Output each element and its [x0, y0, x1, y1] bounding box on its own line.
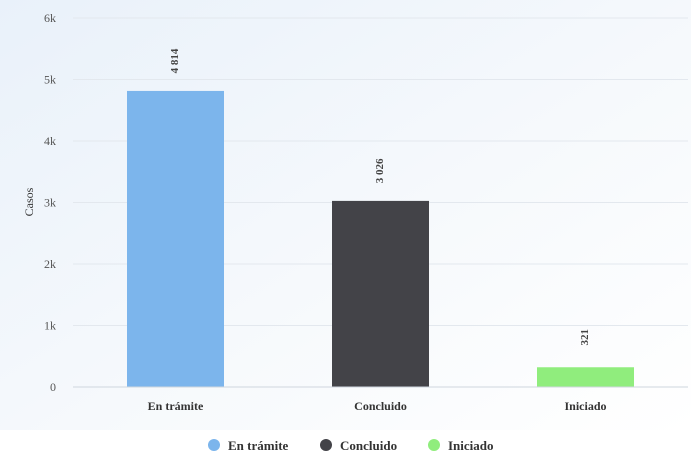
- y-tick-label: 4k: [44, 134, 56, 148]
- y-tick-label: 5k: [44, 73, 56, 87]
- bar[interactable]: [537, 367, 634, 387]
- y-tick-label: 6k: [44, 11, 56, 25]
- bars: 4 814 3 026 321: [127, 48, 634, 388]
- x-axis: En trámite Concluido Iniciado: [73, 386, 688, 413]
- y-tick-label: 1k: [44, 319, 56, 333]
- legend-marker: [208, 439, 220, 451]
- legend-label: Concluido: [340, 438, 397, 453]
- y-tick-label: 0: [50, 380, 56, 394]
- legend-marker: [428, 439, 440, 451]
- y-tick-label: 3k: [44, 196, 56, 210]
- bar[interactable]: [127, 90, 224, 388]
- legend[interactable]: En trámite Concluido Iniciado: [208, 438, 494, 453]
- data-label: 3 026: [374, 158, 386, 183]
- legend-marker: [320, 439, 332, 451]
- y-axis-title: Casos: [22, 187, 36, 216]
- data-label: 4 814: [169, 48, 181, 73]
- y-tick-label: 2k: [44, 257, 56, 271]
- legend-label: En trámite: [228, 438, 289, 453]
- legend-item[interactable]: Concluido: [320, 438, 397, 453]
- legend-label: Iniciado: [448, 438, 494, 453]
- bar[interactable]: [332, 200, 429, 387]
- legend-item[interactable]: Iniciado: [428, 438, 494, 453]
- y-axis: 0 1k 2k 3k 4k 5k 6k: [44, 11, 56, 394]
- x-tick-label: Iniciado: [564, 399, 606, 413]
- data-label: 321: [579, 329, 591, 346]
- x-tick-label: Concluido: [354, 399, 407, 413]
- x-tick-label: En trámite: [148, 399, 204, 413]
- legend-item[interactable]: En trámite: [208, 438, 289, 453]
